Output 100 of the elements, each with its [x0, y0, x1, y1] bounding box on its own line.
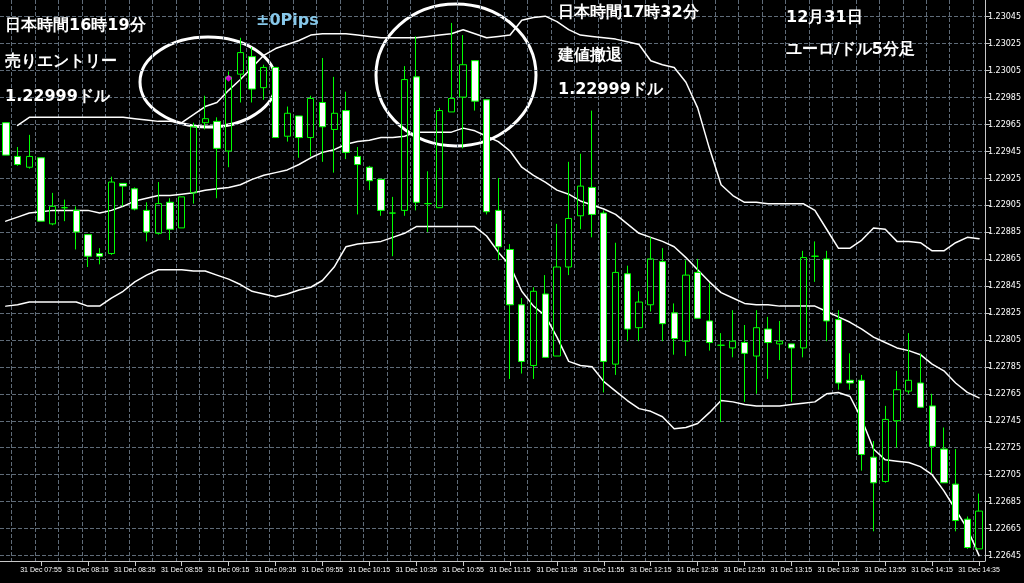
candlestick [37, 157, 45, 222]
candlestick [260, 64, 267, 101]
candlestick [952, 448, 959, 532]
annotation: 1.22999ドル [558, 78, 664, 98]
candlestick [870, 440, 877, 532]
candlestick [202, 95, 209, 130]
candlestick [295, 115, 303, 159]
candlestick [565, 161, 572, 276]
y-tick-label: 1.22765 [987, 389, 1022, 399]
candlestick [14, 146, 21, 167]
candlestick [284, 106, 291, 143]
candlestick [706, 282, 713, 352]
candlestick [624, 265, 631, 342]
candlestick [73, 205, 80, 250]
candlestick [542, 274, 549, 358]
candlestick [729, 309, 736, 358]
y-tick-label: 1.22645 [987, 551, 1022, 561]
candlestick [800, 250, 807, 358]
y-tick-label: 1.22845 [987, 281, 1022, 291]
y-tick-label: 1.22705 [987, 470, 1022, 480]
candlestick [448, 22, 455, 113]
annotation: 日本時間17時32分 [558, 1, 700, 21]
y-tick-label: 1.22785 [987, 362, 1022, 372]
candlestick [119, 182, 127, 207]
candlestick [764, 316, 772, 380]
y-tick-label: 1.22825 [987, 308, 1022, 318]
candlestick [940, 426, 948, 484]
candlestick [964, 516, 971, 550]
candlestick [905, 332, 912, 395]
candlestick [436, 107, 443, 209]
candlestick [155, 181, 162, 236]
candlestick [61, 199, 68, 222]
candlestick [741, 324, 748, 403]
candlestick [858, 374, 865, 472]
candlestick [131, 186, 138, 211]
annotation: ユーロ/ドル5分足 [786, 38, 915, 58]
candlestick [717, 332, 725, 423]
y-tick-label: 1.23005 [987, 65, 1022, 75]
candlestick [882, 405, 889, 484]
y-tick-label: 1.22985 [987, 92, 1022, 102]
candlestick [835, 309, 842, 391]
annotation: 売りエントリー [5, 50, 117, 70]
candlestick [389, 196, 396, 257]
y-tick-label: 1.22925 [987, 173, 1022, 183]
candlestick [190, 122, 197, 205]
candlestick [647, 236, 654, 313]
annotation: ±0Pips [256, 9, 319, 29]
candlestick [577, 153, 584, 230]
annotation: 12月31日 [786, 6, 863, 26]
candlestick [518, 297, 525, 375]
candlestick [788, 343, 795, 403]
candlestick [459, 34, 467, 149]
y-tick-label: 1.22805 [987, 335, 1022, 345]
candlestick [307, 95, 314, 157]
candlestick [178, 196, 185, 229]
candlestick [248, 46, 256, 103]
candlestick [143, 201, 150, 242]
candlestick [506, 243, 514, 380]
candlestick [975, 493, 983, 550]
candlestick [471, 60, 479, 112]
y-tick-label: 1.22945 [987, 146, 1022, 156]
y-tick-label: 1.22745 [987, 416, 1022, 426]
y-tick-label: 1.23025 [987, 38, 1022, 48]
candlestick [823, 250, 830, 342]
candlestick [893, 370, 901, 449]
candlestick [377, 178, 385, 217]
candlestick [659, 247, 666, 342]
candlestick [96, 247, 103, 265]
candlestick [635, 290, 643, 342]
candlestick [49, 192, 56, 226]
y-tick-label: 1.22665 [987, 524, 1022, 534]
y-tick-label: 1.22965 [987, 119, 1022, 129]
y-tick-label: 1.22725 [987, 443, 1022, 453]
candlestick [671, 302, 678, 356]
candlestick [682, 259, 690, 357]
candlestick [753, 309, 760, 395]
candlestick [354, 146, 361, 215]
annotation: 1.22999ドル [5, 85, 111, 105]
candlestick [84, 234, 92, 268]
candlestick [694, 258, 701, 319]
candlestick [811, 240, 819, 283]
candlestick [366, 165, 373, 191]
candlestick [166, 197, 174, 241]
y-tick-label: 1.23045 [987, 11, 1022, 21]
candlestick [108, 176, 115, 256]
candlestick [401, 65, 408, 217]
candlestick [776, 320, 783, 361]
annotation: 建値撤退 [556, 44, 623, 64]
y-tick-label: 1.22865 [987, 254, 1022, 264]
candlestick [424, 170, 432, 233]
candlestick [225, 70, 232, 168]
candlestick [237, 37, 244, 103]
candlestick [26, 134, 33, 170]
candlestick [612, 242, 619, 376]
annotation: 日本時間16時19分 [5, 14, 147, 34]
y-tick-label: 1.22905 [987, 200, 1022, 210]
y-tick-label: 1.22685 [987, 497, 1022, 507]
candlestick [331, 76, 338, 174]
candlestick [2, 122, 10, 156]
candlestick [530, 286, 537, 380]
